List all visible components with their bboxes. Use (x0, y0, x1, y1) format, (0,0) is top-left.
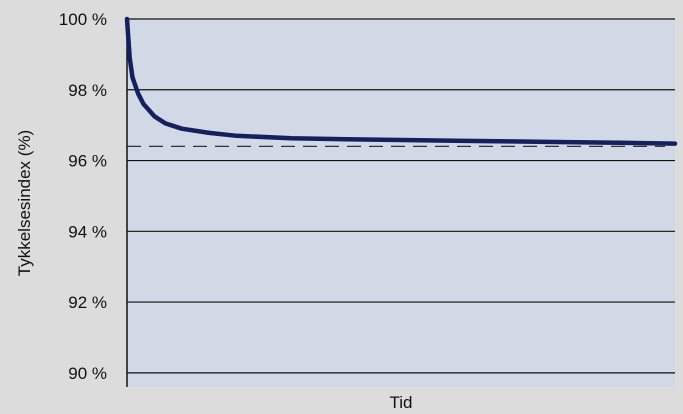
y-tick-label: 92 % (68, 293, 107, 312)
y-axis-label: Tykkelsesindex (%) (15, 130, 34, 276)
y-tick-label: 98 % (68, 81, 107, 100)
gridlines (127, 18, 675, 374)
y-tick-labels: 100 % 98 % 96 % 94 % 92 % 90 % (59, 10, 107, 383)
plot-area (127, 19, 675, 387)
y-tick-label: 94 % (68, 222, 107, 241)
y-tick-label: 90 % (68, 364, 107, 383)
y-tick-label: 100 % (59, 10, 107, 29)
x-axis-label: Tid (390, 393, 413, 412)
series-line (124, 16, 678, 146)
y-tick-label: 96 % (68, 152, 107, 171)
